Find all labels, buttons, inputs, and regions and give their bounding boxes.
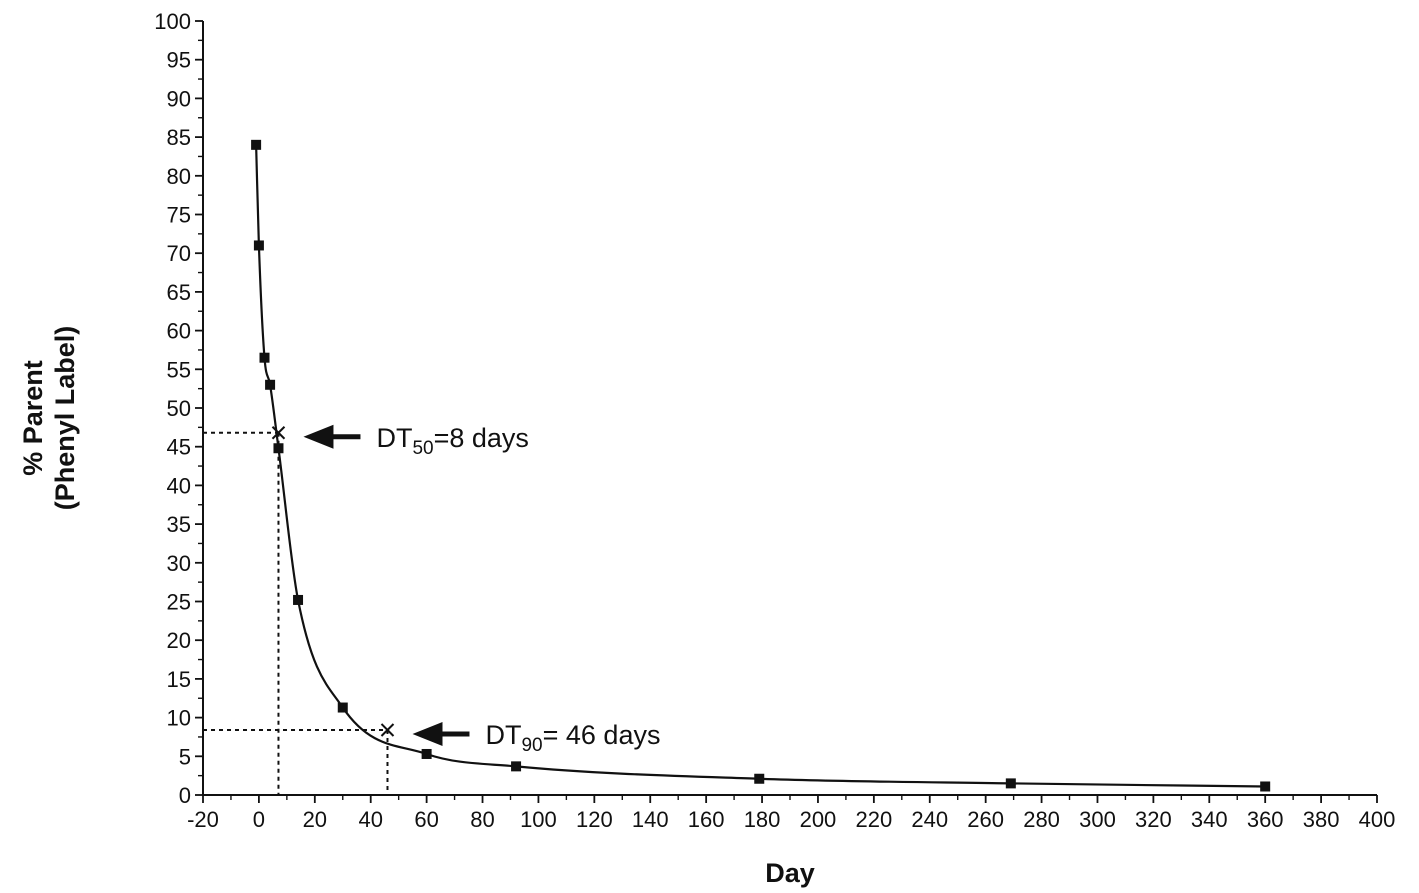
x-tick-label: 240: [911, 807, 948, 832]
y-axis-ticks: 0 5 10 15 20 25 30 35 40 45 50 55 60 65 70 75 80 85 90 95 10…: [154, 9, 203, 808]
x-tick-label: 60: [414, 807, 438, 832]
y-tick-label: 10: [167, 706, 191, 731]
arrow-head: [303, 424, 334, 449]
x-axis-ticks: -20 0 20 40 60 80 100 120 140 160 180 200 220 240 260 2…: [187, 795, 1395, 832]
data-point: [265, 379, 276, 390]
y-tick-label: 95: [167, 48, 191, 73]
y-tick-label: 5: [179, 744, 191, 769]
x-tick-label: 120: [576, 807, 613, 832]
y-tick-label: 20: [167, 628, 191, 653]
x-tick-label: 380: [1303, 807, 1340, 832]
y-tick-label: 60: [167, 319, 191, 344]
x-tick-label: 140: [632, 807, 669, 832]
x-tick-label: -20: [187, 807, 219, 832]
y-tick-label: 0: [179, 783, 191, 808]
y-axis-title-line1: % Parent: [18, 360, 48, 476]
data-point: [293, 594, 304, 605]
arrow-head: [412, 721, 443, 746]
x-tick-label: 80: [470, 807, 494, 832]
y-tick-label: 75: [167, 203, 191, 228]
x-tick-label: 360: [1247, 807, 1284, 832]
x-tick-label: 100: [520, 807, 557, 832]
annotation-label: DT50=8 days: [376, 423, 528, 459]
y-tick-label: 80: [167, 164, 191, 189]
y-tick-label: 100: [154, 9, 191, 34]
y-tick-label: 85: [167, 125, 191, 150]
annotations: DT50=8 days DT90= 46 days: [271, 423, 660, 756]
data-point: [259, 352, 270, 363]
data-point: [253, 240, 264, 251]
y-tick-label: 90: [167, 86, 191, 111]
y-tick-label: 55: [167, 357, 191, 382]
x-tick-label: 220: [855, 807, 892, 832]
y-tick-label: 65: [167, 280, 191, 305]
cross-marker: [380, 723, 395, 737]
data-point: [511, 761, 522, 772]
data-point: [273, 443, 284, 454]
x-axis-title: Day: [765, 858, 815, 888]
x-tick-label: 280: [1023, 807, 1060, 832]
y-tick-label: 25: [167, 590, 191, 615]
y-tick-label: 40: [167, 473, 191, 498]
data-point: [421, 748, 432, 759]
cross-marker: [271, 426, 286, 440]
y-tick-label: 50: [167, 396, 191, 421]
y-tick-label: 35: [167, 512, 191, 537]
data-point: [1005, 778, 1016, 789]
guide-lines: [203, 431, 389, 795]
x-tick-label: 340: [1191, 807, 1228, 832]
x-tick-label: 260: [967, 807, 1004, 832]
x-tick-label: 20: [303, 807, 327, 832]
y-tick-label: 45: [167, 435, 191, 460]
x-tick-label: 0: [253, 807, 265, 832]
x-tick-label: 300: [1079, 807, 1116, 832]
x-tick-label: 400: [1359, 807, 1396, 832]
y-tick-label: 70: [167, 241, 191, 266]
axes: [202, 21, 1377, 796]
y-tick-label: 30: [167, 551, 191, 576]
x-tick-label: 320: [1135, 807, 1172, 832]
data-point: [251, 139, 262, 150]
data-point: [754, 773, 765, 784]
data-point: [337, 702, 348, 713]
annotation-label: DT90= 46 days: [485, 720, 660, 756]
series-line: [255, 144, 1266, 788]
x-tick-label: 40: [358, 807, 382, 832]
y-axis-title-line2: (Phenyl Label): [50, 326, 80, 511]
x-tick-label: 200: [800, 807, 837, 832]
y-tick-label: 15: [167, 667, 191, 692]
x-tick-label: 180: [744, 807, 781, 832]
data-point: [1260, 781, 1271, 792]
x-tick-label: 160: [688, 807, 725, 832]
series-markers: [251, 139, 1271, 792]
